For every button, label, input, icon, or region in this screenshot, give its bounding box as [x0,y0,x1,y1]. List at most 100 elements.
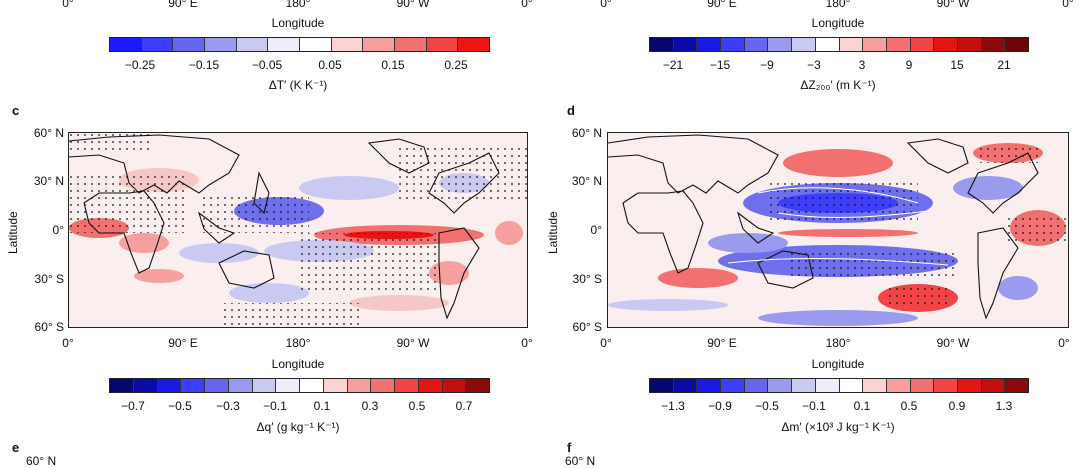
x-tick: 90° W [396,0,430,10]
colorbar-cell [744,38,769,51]
colorbar-cell [886,38,911,51]
colorbar-cell [110,38,142,51]
colorbar-tick: 0.25 [444,58,468,72]
colorbar-cell [934,38,958,51]
colorbar-cell [839,379,864,392]
x-tick: 0° [1062,0,1074,10]
colorbar-tick: −1.3 [661,399,685,413]
colorbar-tick: 3 [858,58,866,72]
colorbar-cell [371,379,395,392]
colorbar-tick: 0.5 [408,399,426,413]
x-tick: 0° [521,336,533,350]
colorbar-cell [744,379,769,392]
colorbar-cell [228,379,253,392]
colorbar-cell [792,38,816,51]
colorbar-cell [141,38,174,51]
colorbar-tick: −15 [709,58,731,72]
colorbar-cell [252,379,277,392]
colorbar-cell [110,379,134,392]
x-tick: 90° E [168,0,198,10]
y-tick: 0° [590,223,602,237]
colorbar-cell [1005,379,1028,392]
colorbar-tick: 9 [905,58,913,72]
x-axis-label: Longitude [811,16,865,30]
colorbar-label: ΔZ₂₀₀′ (m K⁻¹) [800,78,876,92]
colorbar-cell [792,379,816,392]
panel-letter-e: e [12,440,20,455]
x-tick: 0° [600,0,612,10]
colorbar-cell [236,38,269,51]
colorbar-cell [815,379,840,392]
y-tick: 60° S [34,320,64,334]
colorbar-cell [395,38,427,51]
colorbar-cell [1005,38,1028,51]
colorbar-cell [650,38,674,51]
x-tick: 0° [521,0,533,10]
colorbar-cell [957,379,982,392]
colorbar-cell [886,379,911,392]
x-tick: 0° [600,336,612,350]
colorbar-cell [418,379,443,392]
colorbar-tick: 0.7 [455,399,473,413]
colorbar-tick: 0.15 [381,58,405,72]
colorbar-cell [268,38,301,51]
colorbar-tick: 0.1 [853,399,871,413]
colorbar-tick: −0.7 [121,399,145,413]
colorbar-cell [157,379,182,392]
colorbar-tick: −0.5 [168,399,192,413]
colorbar-mse [649,378,1029,393]
colorbar-cell [276,379,300,392]
colorbar-cell [863,379,887,392]
colorbar-cell [815,38,840,51]
colorbar-tick: 15 [950,58,964,72]
colorbar-tick: 0.9 [948,399,966,413]
y-tick: 30° N [33,174,64,188]
colorbar-label: Δq′ (g kg⁻¹ K⁻¹) [256,420,340,434]
colorbar-tick: −0.15 [188,58,220,72]
colorbar-cell [466,379,489,392]
x-axis-label: Longitude [271,16,325,30]
y-tick: 30° S [34,272,64,286]
colorbar-tick: −21 [662,58,684,72]
colorbar-cell [863,38,887,51]
y-axis-label: Latitude [6,211,20,254]
colorbar-cell [768,379,793,392]
colorbar-cell [650,379,674,392]
colorbar-cell [300,379,324,392]
x-tick: 90° E [707,0,737,10]
colorbar-cell [205,379,229,392]
colorbar-tick: −3 [807,58,821,72]
colorbar-cell [458,38,490,51]
colorbar-cell [910,38,935,51]
colorbar-tick: −0.1 [263,399,287,413]
colorbar-tick: −9 [760,58,774,72]
x-tick: 90° W [396,336,430,350]
colorbar-cell [721,379,745,392]
colorbar-cell [697,379,722,392]
y-tick: 0° [52,223,64,237]
map-mse [607,132,1069,328]
x-tick: 180° [825,336,851,350]
colorbar-cell [347,379,372,392]
colorbar-cell [910,379,935,392]
y-tick: 60° N [26,454,57,468]
colorbar-cell [981,38,1006,51]
colorbar-tick: −0.25 [124,58,156,72]
colorbar-cell [205,38,237,51]
y-tick: 60° S [572,320,602,334]
x-axis-label: Longitude [811,357,865,371]
colorbar-cell [981,379,1006,392]
colorbar-cell [426,38,459,51]
colorbar-cell [934,379,958,392]
colorbar-cell [395,379,419,392]
colorbar-cell [697,38,722,51]
x-tick: 0° [62,336,74,350]
x-tick: 180° [285,0,311,10]
x-tick: 180° [825,0,851,10]
colorbar-cell [442,379,467,392]
x-tick: 90° E [168,336,198,350]
y-tick: 30° N [571,174,602,188]
colorbar-cell [300,38,332,51]
colorbar-cell [673,379,698,392]
colorbar-tick: −0.1 [802,399,826,413]
